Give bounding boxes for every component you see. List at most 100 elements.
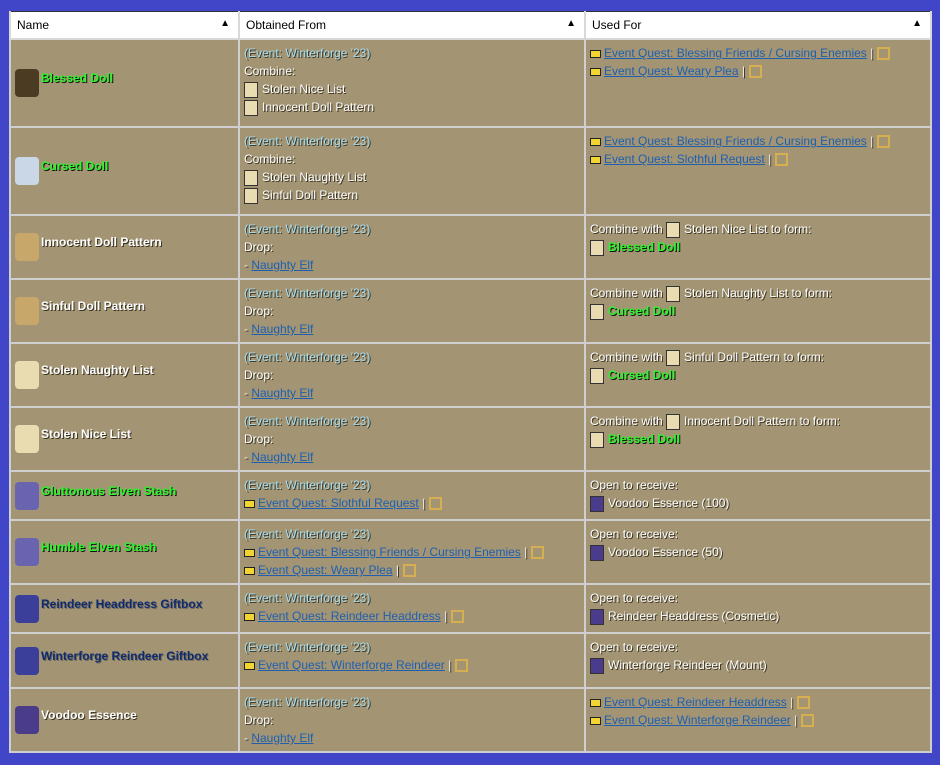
result-name[interactable]: Blessed Doll [608, 240, 681, 254]
item-name[interactable]: Blessed Doll [41, 71, 114, 85]
ingredient-icon [244, 81, 258, 98]
obtained-cell: (Event: Winterforge '23) Event Quest: Ble… [238, 519, 586, 585]
item-name[interactable]: Humble Elven Stash [41, 540, 157, 554]
quest-link[interactable]: Event Quest: Slothful Request [604, 152, 765, 166]
sort-icon[interactable]: ▲ [220, 18, 230, 29]
separator: | [395, 563, 399, 577]
table-row: Humble Elven Stash (Event: Winterforge '2… [9, 519, 932, 585]
used-cell: Event Quest: Blessing Friends / Cursing … [584, 38, 932, 128]
quest-link[interactable]: Event Quest: Blessing Friends / Cursing … [604, 134, 867, 148]
crown-icon [590, 155, 601, 164]
sort-icon[interactable]: ▲ [912, 18, 922, 29]
quest-link-item: Event Quest: Weary Plea | [244, 561, 580, 579]
crown-icon [590, 49, 601, 58]
item-name[interactable]: Stolen Nice List [41, 427, 132, 441]
items-table: Name ▲ Obtained From ▲ Used For ▲ Blessed D… [9, 11, 932, 753]
scroll-icon [15, 425, 39, 453]
ingredient-name: Stolen Nice List [684, 222, 768, 236]
reward-icon [590, 608, 604, 625]
ingredient-name: Stolen Nice List [262, 82, 346, 96]
quest-link[interactable]: Event Quest: Winterforge Reindeer [604, 713, 791, 727]
item-name[interactable]: Cursed Doll [41, 159, 109, 173]
doll-pattern-icon [15, 233, 39, 261]
external-link-icon[interactable] [877, 135, 891, 149]
external-link-icon[interactable] [451, 610, 465, 624]
item-name[interactable]: Reindeer Headdress Giftbox [41, 596, 203, 611]
item-name[interactable]: Winterforge Reindeer Giftbox [41, 648, 209, 663]
quest-link[interactable]: Event Quest: Slothful Request [258, 496, 419, 510]
open-label: Open to receive: [590, 478, 679, 492]
result-name[interactable]: Blessed Doll [608, 432, 681, 446]
obtained-cell: (Event: Winterforge '23) Event Quest: Win… [238, 632, 586, 689]
separator: | [444, 609, 448, 623]
reward-icon [590, 657, 604, 674]
item-name[interactable]: Sinful Doll Pattern [41, 299, 146, 313]
external-link-icon[interactable] [531, 546, 545, 560]
item-name[interactable]: Innocent Doll Pattern [41, 235, 162, 249]
obtained-cell: (Event: Winterforge '23) Drop: - Naughty E… [238, 342, 586, 408]
separator: | [524, 545, 528, 559]
external-link-icon[interactable] [429, 497, 443, 511]
item-name[interactable]: Stolen Naughty List [41, 363, 154, 377]
used-cell: Combine with Stolen Naughty List to form… [584, 278, 932, 344]
external-link-icon[interactable] [748, 65, 762, 79]
combine-label: Combine with [590, 414, 663, 428]
external-link-icon[interactable] [775, 153, 789, 167]
external-link-icon[interactable] [801, 714, 815, 728]
obtained-cell: (Event: Winterforge '23) Combine: Stolen N… [238, 126, 586, 216]
source-type: Combine: [244, 152, 296, 166]
used-cell: Event Quest: Reindeer Headdress | Event Q… [584, 687, 932, 753]
source-type: Drop: [244, 368, 274, 382]
monster-link[interactable]: Naughty Elf [251, 386, 314, 400]
quest-link[interactable]: Event Quest: Reindeer Headdress [258, 609, 441, 623]
crown-icon [244, 548, 255, 557]
monster-link[interactable]: Naughty Elf [251, 450, 314, 464]
quest-link[interactable]: Event Quest: Blessing Friends / Cursing … [258, 545, 521, 559]
result-name[interactable]: Cursed Doll [608, 368, 676, 382]
separator: | [768, 152, 772, 166]
name-cell: Cursed Doll [9, 126, 240, 216]
external-link-icon[interactable] [402, 564, 416, 578]
stash-icon [15, 481, 39, 510]
monster-link[interactable]: Naughty Elf [251, 258, 314, 272]
reward-name: Winterforge Reindeer (Mount) [608, 658, 767, 672]
voodoo-essence-icon [15, 706, 39, 734]
ingredient-name: Sinful Doll Pattern [262, 188, 359, 202]
item-name[interactable]: Gluttonous Elven Stash [41, 483, 177, 498]
name-cell: Reindeer Headdress Giftbox [9, 583, 240, 634]
external-link-icon[interactable] [797, 696, 811, 710]
crown-icon [590, 698, 601, 707]
name-cell: Gluttonous Elven Stash [9, 470, 240, 521]
sort-icon[interactable]: ▲ [566, 18, 576, 29]
event-label: (Event: Winterforge '23) [244, 527, 371, 541]
giftbox-icon [15, 594, 39, 623]
quest-link-item: Event Quest: Winterforge Reindeer | [244, 656, 580, 674]
column-header-name[interactable]: Name ▲ [9, 11, 240, 40]
used-cell: Open to receive: Voodoo Essence (50) [584, 519, 932, 585]
quest-link[interactable]: Event Quest: Weary Plea [258, 563, 393, 577]
event-label: (Event: Winterforge '23) [244, 134, 371, 148]
source-type: Combine: [244, 64, 296, 78]
obtained-cell: (Event: Winterforge '23) Combine: Stolen N… [238, 38, 586, 128]
name-cell: Blessed Doll [9, 38, 240, 128]
header-label: Used For [592, 18, 642, 32]
column-header-obtained[interactable]: Obtained From ▲ [238, 11, 586, 40]
quest-link[interactable]: Event Quest: Reindeer Headdress [604, 695, 787, 709]
quest-link[interactable]: Event Quest: Blessing Friends / Cursing … [604, 46, 867, 60]
monster-link[interactable]: Naughty Elf [251, 322, 314, 336]
external-link-icon[interactable] [877, 47, 891, 61]
monster-link[interactable]: Naughty Elf [251, 731, 314, 745]
crown-icon [590, 716, 601, 725]
name-cell: Stolen Nice List [9, 406, 240, 472]
external-link-icon[interactable] [455, 659, 469, 673]
combine-label: Combine with [590, 350, 663, 364]
crown-icon [244, 566, 255, 575]
item-name[interactable]: Voodoo Essence [41, 708, 137, 722]
quest-link[interactable]: Event Quest: Winterforge Reindeer [258, 658, 445, 672]
ingredient-icon [244, 187, 258, 204]
quest-link[interactable]: Event Quest: Weary Plea [604, 64, 739, 78]
column-header-used[interactable]: Used For ▲ [584, 11, 932, 40]
open-label: Open to receive: [590, 591, 679, 605]
used-cell: Open to receive: Reindeer Headdress (Cosm… [584, 583, 932, 634]
result-name[interactable]: Cursed Doll [608, 304, 676, 318]
